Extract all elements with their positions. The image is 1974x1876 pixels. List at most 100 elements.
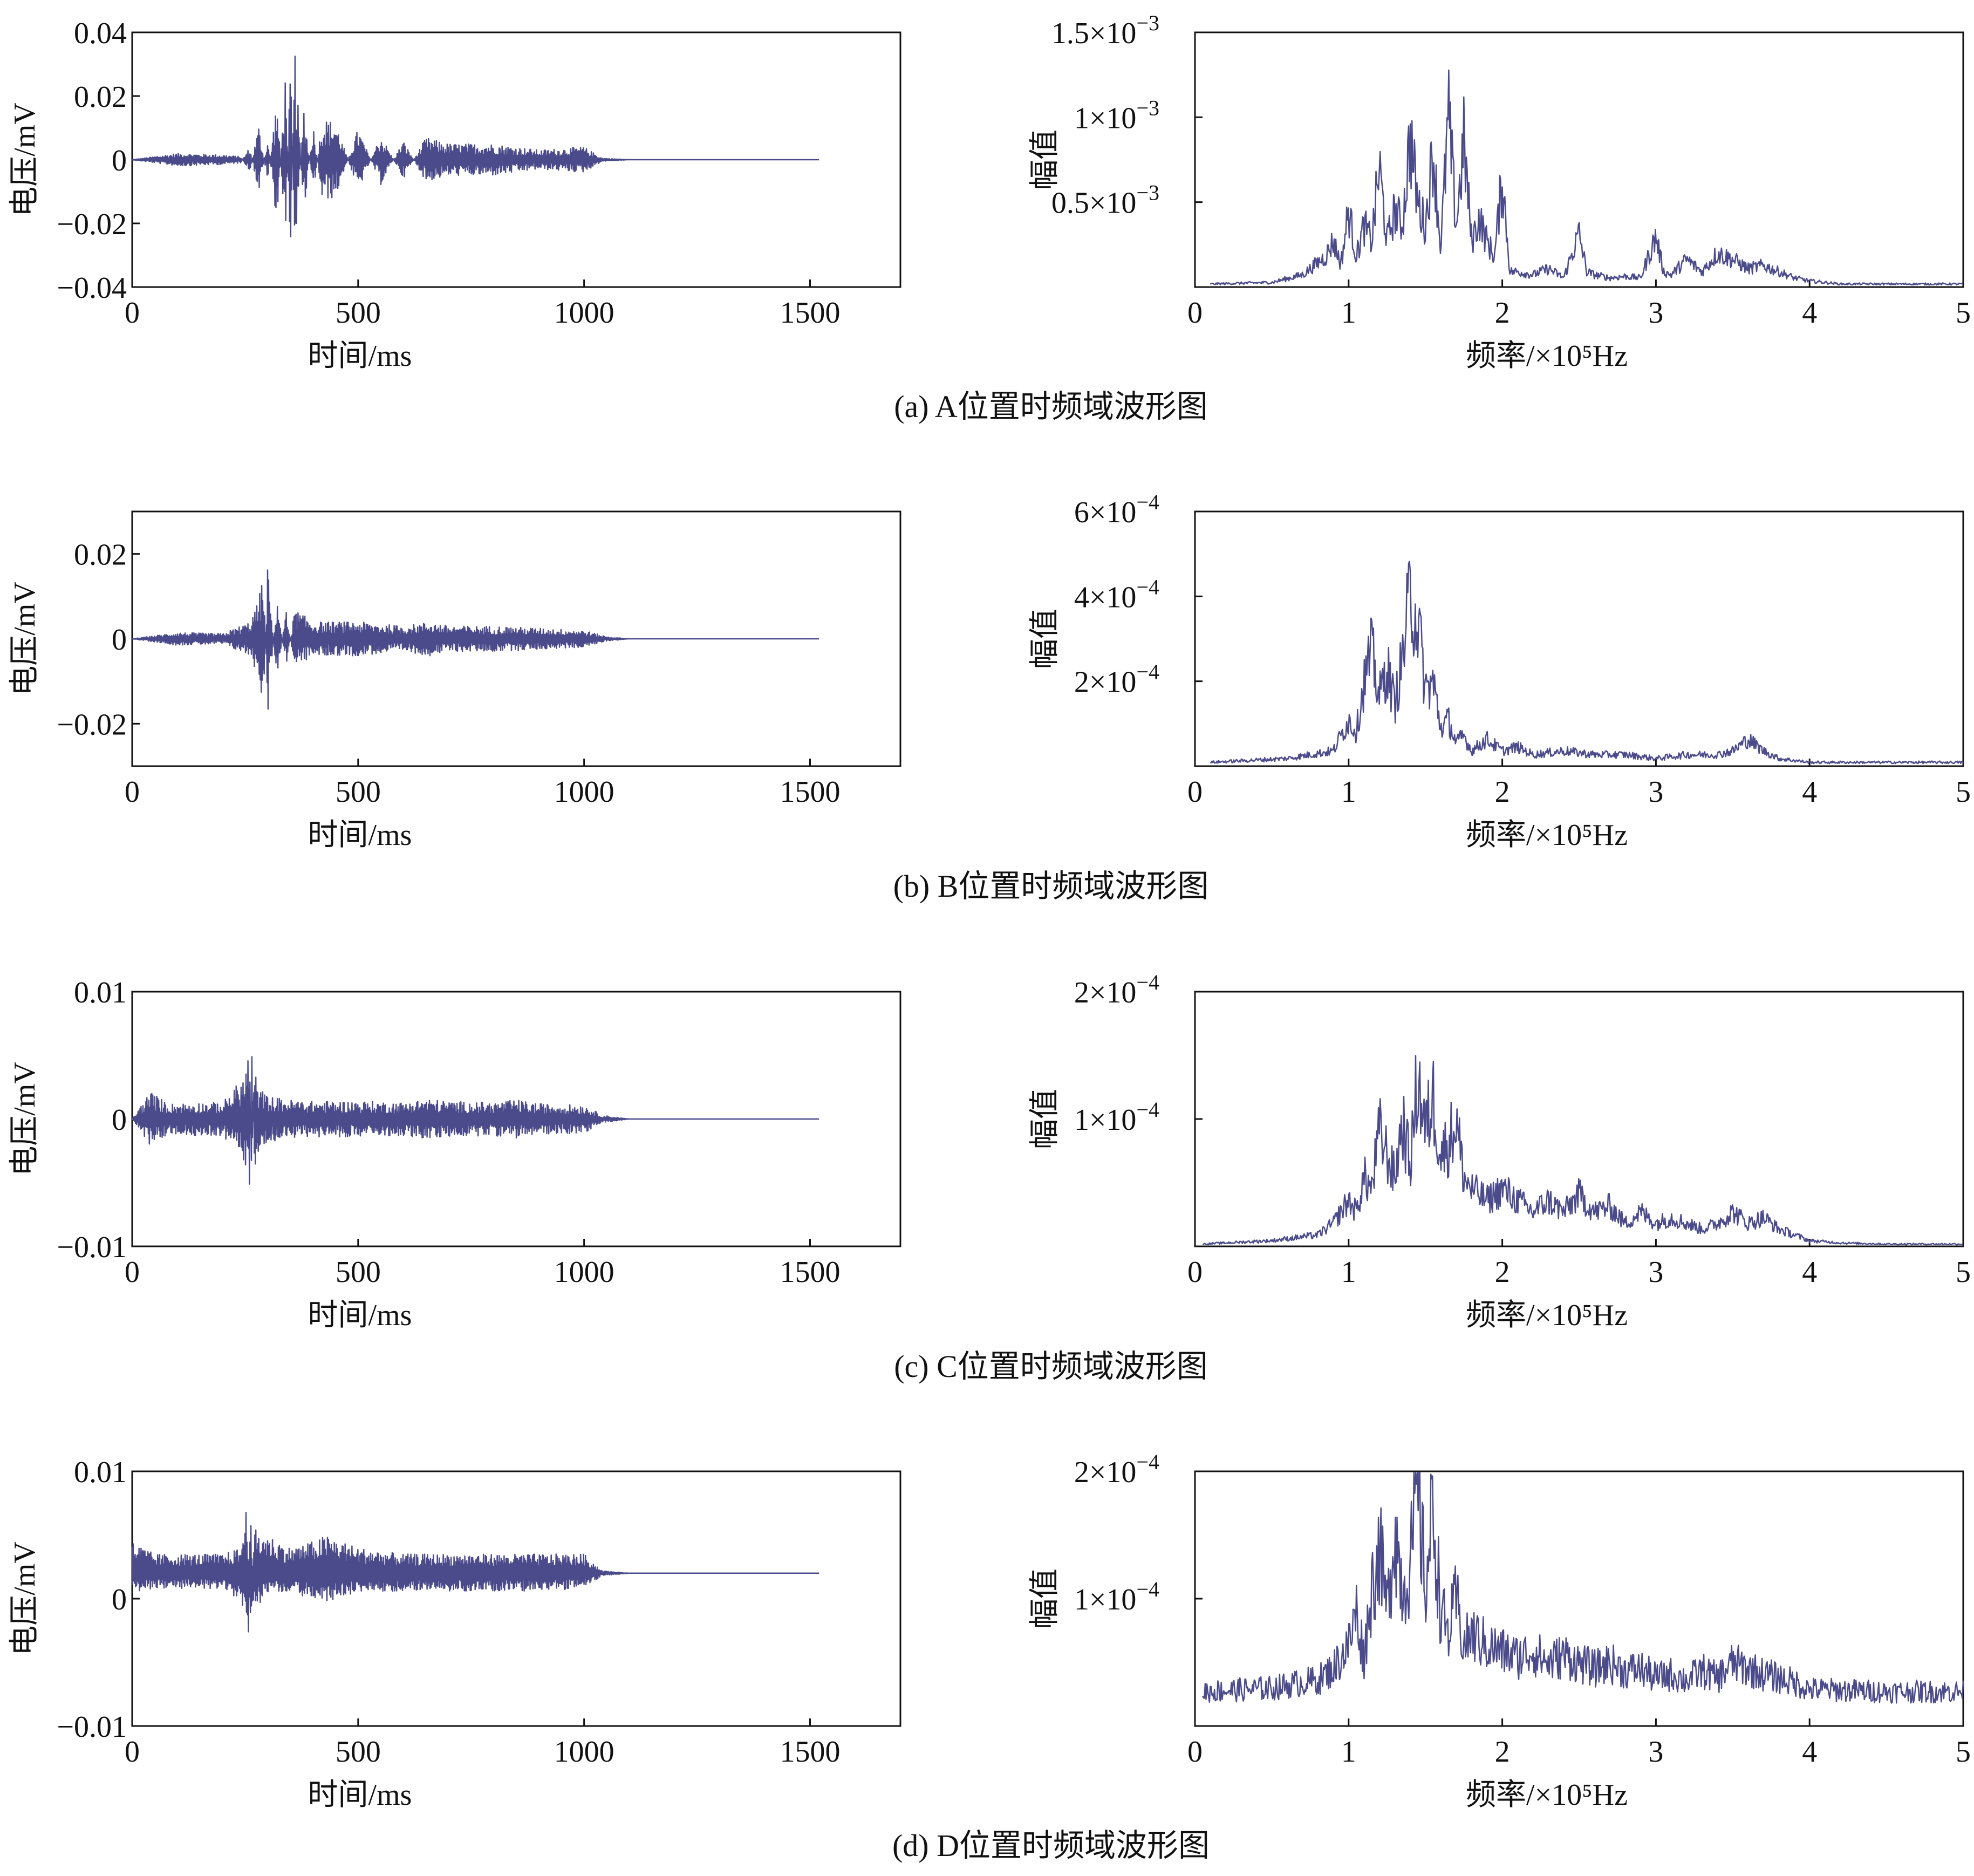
c-time-xtick-label: 1500 [780, 1256, 840, 1289]
b-freq-ytick-label: 6×10−4 [1074, 490, 1159, 529]
c-freq-xtick-label: 0 [1187, 1256, 1203, 1289]
b-freq-chart: 0 1 2 3 4 5 6×10−4 4×10−4 2×10−4 频率/×10⁵Hz 幅值 [1028, 490, 1971, 852]
panel-caption-d: (d) D位置时频域波形图 [892, 1828, 1210, 1863]
c-freq-xtick-label: 2 [1495, 1256, 1510, 1289]
c-time-xtick-label: 1000 [554, 1256, 614, 1289]
c-freq-series-line [1202, 1055, 1963, 1246]
d-freq-ylabel: 幅值 [1028, 1568, 1062, 1629]
b-time-xlabel: 时间/ms [308, 818, 412, 852]
panel-caption-a: (a) A位置时频域波形图 [894, 389, 1208, 424]
a-freq-xtick-label: 3 [1648, 296, 1663, 330]
d-freq-chart: 0 1 2 3 4 5 2×10−4 1×10−4 频率/×10⁵Hz 幅值 [1028, 1450, 1971, 1812]
a-freq-chart: 0 1 2 3 4 5 1.5×10−3 1×10−3 0.5×10−3 频率/×10⁵Hz 幅值 [1028, 11, 1971, 373]
d-time-xlabel: 时间/ms [308, 1778, 412, 1812]
ytick-exponent: −4 [1136, 970, 1159, 994]
ytick-exponent: −3 [1136, 95, 1159, 120]
c-freq-xtick-label: 5 [1956, 1256, 1971, 1289]
a-freq-plot-frame [1194, 31, 1964, 288]
d-freq-xtick-label: 1 [1341, 1735, 1356, 1769]
d-time-ytick-label: 0 [112, 1583, 127, 1616]
a-time-xtick-label: 1000 [554, 296, 614, 330]
ytick-exponent: −3 [1136, 181, 1159, 205]
c-time-ylabel: 电压/mV [8, 1062, 42, 1176]
ytick-exponent: −4 [1136, 575, 1159, 599]
b-time-ylabel: 电压/mV [8, 582, 42, 696]
a-freq-ytick-label: 1.5×10−3 [1051, 11, 1159, 50]
a-time-xlabel: 时间/ms [308, 339, 412, 373]
c-time-xtick-label: 500 [336, 1256, 381, 1289]
a-time-ytick-label: 0.02 [74, 80, 127, 114]
panel-caption-c: (c) C位置时频域波形图 [894, 1349, 1208, 1384]
a-time-xtick-label: 500 [336, 296, 381, 330]
a-freq-ytick-label: 1×10−3 [1074, 95, 1159, 135]
ytick-exponent: −4 [1136, 660, 1159, 684]
a-time-ytick-label: −0.02 [57, 208, 127, 241]
c-freq-xtick-label: 1 [1341, 1256, 1356, 1289]
ytick-exponent: −4 [1136, 490, 1159, 514]
b-freq-ytick-label: 2×10−4 [1074, 660, 1159, 699]
ytick-exponent: −3 [1136, 11, 1159, 35]
c-time-xtick-label: 0 [125, 1256, 140, 1289]
b-time-xtick-label: 1500 [780, 775, 840, 809]
a-freq-ytick-label: 0.5×10−3 [1051, 181, 1159, 220]
c-time-ytick-label: 0 [112, 1103, 127, 1137]
c-freq-ytick-label: 1×10−4 [1074, 1097, 1159, 1137]
panel-caption-b: (b) B位置时频域波形图 [893, 869, 1209, 904]
a-freq-xtick-label: 5 [1956, 296, 1971, 330]
b-freq-series-line [1210, 561, 1964, 765]
b-time-chart: 0 500 1000 1500 0.02 0 −0.02 时间/ms 电压/mV [8, 510, 901, 852]
a-time-ytick-label: 0.04 [74, 17, 127, 50]
b-freq-xtick-label: 2 [1495, 775, 1510, 809]
a-time-chart: 0 500 1000 1500 0.04 0.02 0 −0.02 −0.04 时间/ms 电压/m… [8, 17, 901, 373]
a-time-ytick-label: −0.04 [57, 271, 127, 305]
b-time-xtick-label: 1000 [554, 775, 614, 809]
d-freq-ytick-label: 1×10−4 [1074, 1577, 1159, 1616]
b-time-xtick-label: 500 [336, 775, 381, 809]
a-time-xtick-label: 1500 [780, 296, 840, 330]
c-freq-xtick-label: 3 [1648, 1256, 1663, 1289]
d-time-ytick-label: 0.01 [74, 1456, 127, 1489]
c-time-ytick-label: 0.01 [74, 976, 127, 1009]
c-time-xlabel: 时间/ms [308, 1299, 412, 1332]
b-freq-ytick-label: 4×10−4 [1074, 575, 1159, 614]
c-freq-ytick-label: 2×10−4 [1074, 970, 1159, 1009]
d-freq-xlabel: 频率/×10⁵Hz [1466, 1778, 1628, 1812]
b-time-xtick-label: 0 [125, 775, 140, 809]
b-freq-ylabel: 幅值 [1028, 609, 1062, 669]
d-time-ytick-label: −0.01 [57, 1710, 127, 1744]
c-freq-xlabel: 频率/×10⁵Hz [1466, 1299, 1628, 1332]
c-freq-chart: 0 1 2 3 4 5 2×10−4 1×10−4 频率/×10⁵Hz 幅值 [1028, 970, 1971, 1332]
b-time-ytick-label: 0 [112, 623, 127, 657]
c-time-ytick-label: −0.01 [57, 1231, 127, 1264]
d-freq-xtick-label: 5 [1956, 1735, 1971, 1769]
a-freq-xtick-label: 2 [1495, 296, 1510, 330]
b-freq-xtick-label: 0 [1187, 775, 1203, 809]
d-time-xtick-label: 500 [336, 1735, 381, 1769]
d-freq-xtick-label: 4 [1802, 1735, 1817, 1769]
d-freq-xtick-label: 3 [1648, 1735, 1663, 1769]
ytick-exponent: −4 [1136, 1097, 1159, 1122]
b-freq-xlabel: 频率/×10⁵Hz [1466, 818, 1628, 852]
c-freq-plot-frame [1194, 991, 1964, 1247]
b-time-ytick-label: −0.02 [57, 708, 127, 741]
b-freq-xtick-label: 1 [1341, 775, 1356, 809]
d-time-xtick-label: 1000 [554, 1735, 614, 1769]
d-time-xtick-label: 0 [125, 1735, 140, 1769]
d-freq-xtick-label: 0 [1187, 1735, 1203, 1769]
a-freq-xtick-label: 0 [1187, 296, 1203, 330]
a-time-series-line [132, 56, 819, 237]
a-freq-xtick-label: 1 [1341, 296, 1356, 330]
ytick-exponent: −4 [1136, 1577, 1159, 1601]
b-freq-xtick-label: 5 [1956, 775, 1971, 809]
b-freq-xtick-label: 3 [1648, 775, 1663, 809]
b-freq-xtick-label: 4 [1802, 775, 1817, 809]
d-freq-xtick-label: 2 [1495, 1735, 1510, 1769]
a-freq-xtick-label: 4 [1802, 296, 1817, 330]
ytick-exponent: −4 [1136, 1450, 1159, 1474]
d-freq-ytick-label: 2×10−4 [1074, 1450, 1159, 1489]
b-time-series-line [132, 569, 819, 710]
b-time-ytick-label: 0.02 [74, 538, 127, 572]
